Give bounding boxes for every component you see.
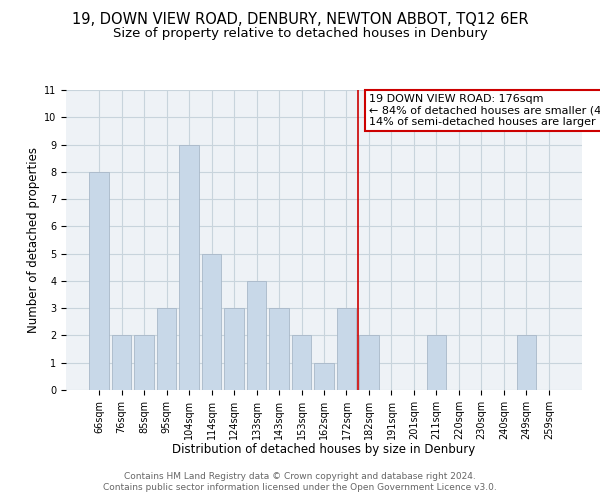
Bar (427, 336, 446, 390)
Bar (517, 336, 536, 390)
Bar (89, 172, 109, 390)
Bar (269, 308, 289, 390)
X-axis label: Distribution of detached houses by size in Denbury: Distribution of detached houses by size … (172, 444, 476, 456)
Text: 19, DOWN VIEW ROAD, DENBURY, NEWTON ABBOT, TQ12 6ER: 19, DOWN VIEW ROAD, DENBURY, NEWTON ABBO… (71, 12, 529, 28)
Bar (292, 336, 311, 390)
Text: 19 DOWN VIEW ROAD: 176sqm
← 84% of detached houses are smaller (43)
14% of semi-: 19 DOWN VIEW ROAD: 176sqm ← 84% of detac… (369, 94, 600, 128)
Bar (337, 308, 356, 390)
Text: Size of property relative to detached houses in Denbury: Size of property relative to detached ho… (113, 28, 487, 40)
Bar (112, 336, 131, 390)
Bar (157, 308, 176, 390)
Bar (359, 336, 379, 390)
Bar (247, 281, 266, 390)
Bar (179, 144, 199, 390)
Bar (134, 336, 154, 390)
Bar (314, 362, 334, 390)
Y-axis label: Number of detached properties: Number of detached properties (27, 147, 40, 333)
Text: Contains HM Land Registry data © Crown copyright and database right 2024.
Contai: Contains HM Land Registry data © Crown c… (103, 472, 497, 492)
Bar (224, 308, 244, 390)
Bar (202, 254, 221, 390)
